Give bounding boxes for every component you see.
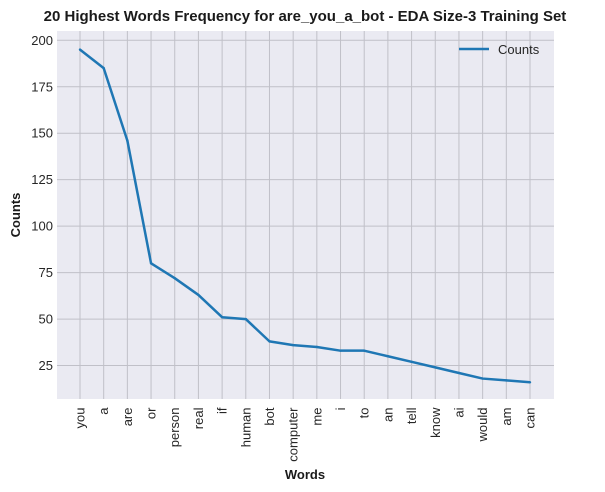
data-point: [149, 262, 153, 265]
grid: [57, 31, 554, 399]
y-axis-label: Counts: [8, 193, 23, 238]
data-point: [78, 48, 82, 51]
data-point: [220, 316, 224, 319]
data-point: [102, 66, 105, 70]
data-point: [244, 317, 247, 321]
x-tick-label: human: [238, 408, 253, 448]
x-tick-label: a: [96, 407, 111, 415]
y-tick-label: 75: [39, 265, 53, 280]
legend-label: Counts: [498, 42, 540, 57]
data-point: [291, 343, 295, 347]
data-point: [410, 360, 413, 364]
data-point: [457, 371, 461, 375]
x-tick-label: an: [380, 408, 395, 422]
data-point: [126, 139, 129, 142]
y-tick-label: 100: [31, 219, 53, 234]
data-point: [315, 345, 319, 349]
x-axis-label: Words: [285, 467, 325, 482]
x-tick-label: to: [357, 408, 372, 419]
x-tick-label: can: [523, 408, 538, 429]
y-tick-label: 125: [31, 172, 53, 187]
data-point: [268, 340, 271, 343]
x-tick-label: would: [475, 408, 490, 443]
data-point: [481, 377, 484, 380]
x-tick-label: tell: [404, 407, 419, 424]
plot-area: [57, 31, 554, 399]
y-tick-label: 200: [31, 33, 53, 48]
x-tick-label: bot: [262, 407, 277, 425]
legend: Counts: [459, 42, 540, 57]
series-layer: [78, 48, 532, 384]
data-point: [386, 355, 390, 358]
data-point: [339, 349, 342, 352]
x-tick-label: computer: [286, 407, 301, 462]
x-tick-label: me: [309, 408, 324, 426]
x-tick-label: if: [215, 407, 230, 414]
x-tick-label: know: [428, 407, 443, 438]
x-axis-ticks: you a are or person real if human bot computer me i…: [73, 407, 538, 462]
x-tick-label: or: [144, 407, 159, 419]
x-tick-label: you: [73, 408, 88, 429]
data-point: [505, 379, 508, 382]
y-tick-label: 50: [39, 312, 53, 327]
y-axis-ticks: 25 50 75 100 125 150 175 200: [31, 33, 53, 373]
x-tick-label: are: [120, 408, 135, 427]
x-tick-label: i: [333, 407, 348, 410]
chart-title: 20 Highest Words Frequency for are_you_a…: [44, 8, 567, 25]
data-point: [197, 293, 200, 297]
x-tick-label: person: [167, 408, 182, 448]
y-tick-label: 25: [39, 358, 53, 373]
x-tick-label: real: [191, 407, 206, 429]
data-point: [363, 349, 366, 352]
y-tick-label: 175: [31, 79, 53, 94]
series-line-counts: [79, 48, 531, 384]
data-point: [173, 276, 176, 280]
x-tick-label: am: [499, 408, 514, 426]
y-tick-label: 150: [31, 126, 53, 141]
x-tick-label: ai: [451, 407, 466, 417]
data-point: [434, 366, 437, 369]
data-point: [528, 381, 532, 384]
